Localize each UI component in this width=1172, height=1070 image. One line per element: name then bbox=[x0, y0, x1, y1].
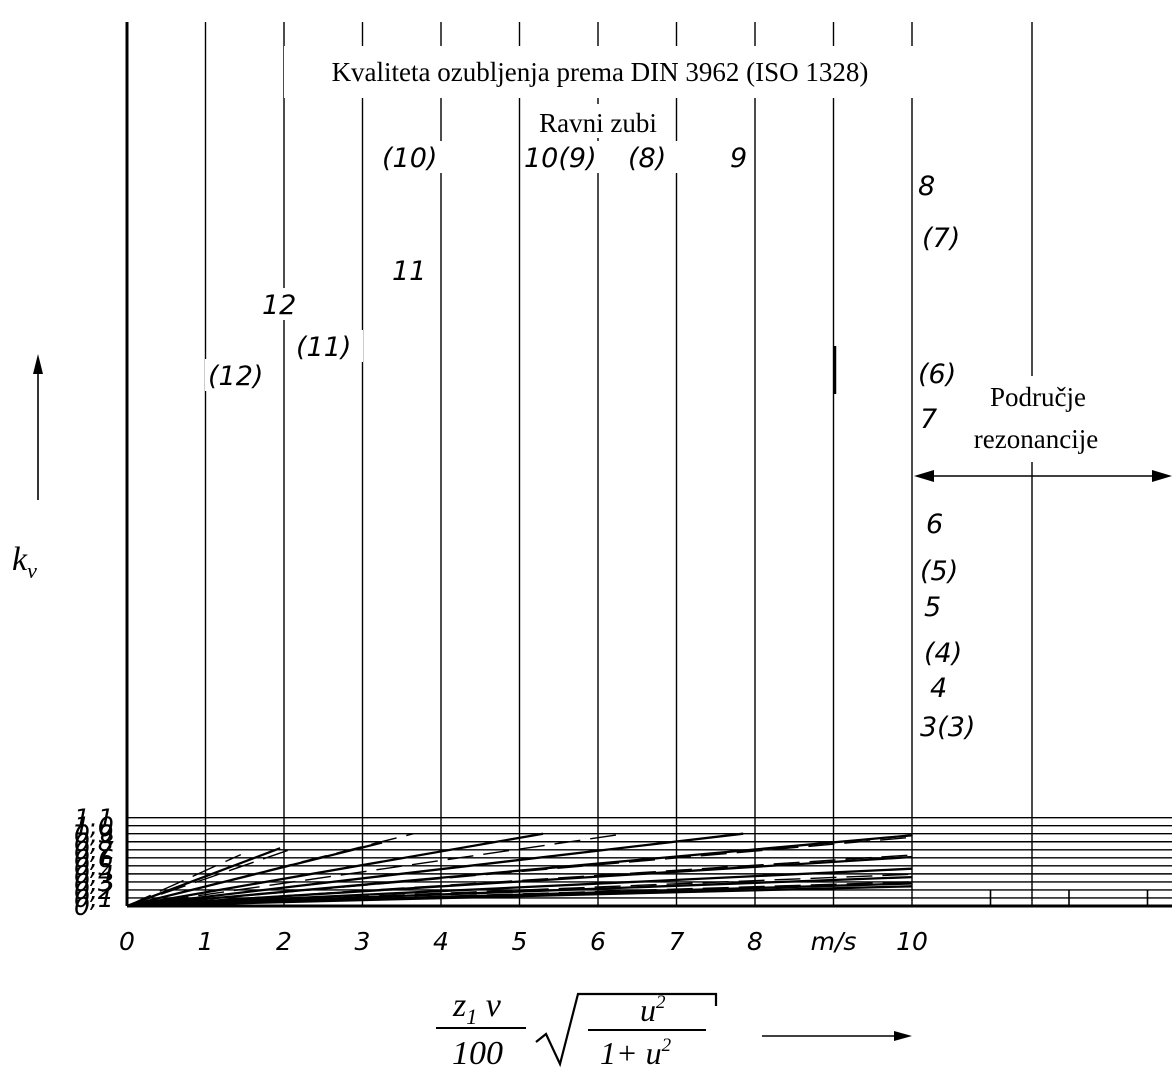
y-tick-label-9: 0,9 bbox=[74, 820, 114, 849]
chart-subtitle: Ravni zubi bbox=[539, 108, 657, 138]
curve-label-bg-0 bbox=[917, 710, 987, 742]
curve-label-bg-14 bbox=[389, 254, 427, 286]
series-line-15 bbox=[126, 848, 293, 907]
curve-label-8: (7) bbox=[922, 223, 960, 254]
curve-label-bg-12 bbox=[521, 141, 607, 173]
series-line-14 bbox=[126, 841, 383, 908]
curve-label-4: (5) bbox=[920, 556, 958, 587]
curve-label-0: 3(3) bbox=[920, 712, 975, 743]
series-line-11 bbox=[126, 833, 626, 907]
curve-label-9: 8 bbox=[918, 171, 935, 202]
curve-label-1: 4 bbox=[930, 673, 947, 704]
y-tick-label-4: 0,4 bbox=[74, 860, 114, 889]
curve-label-bg-13 bbox=[379, 141, 449, 173]
resonance-label-line2: rezonancije bbox=[974, 424, 1098, 454]
tick-labels: 00,10,20,30,40,50,60,70,80,91,01.1 0 1 2 3 4 5… bbox=[74, 804, 928, 956]
resonance-label-line1: Područje bbox=[990, 382, 1086, 412]
formula-root-numerator: u2 bbox=[640, 992, 666, 1028]
formula-denominator: 100 bbox=[452, 1035, 503, 1070]
x-tick-label-1: 1 bbox=[198, 927, 214, 956]
curve-label-bg-5 bbox=[923, 507, 945, 539]
x-axis-formula: z1 v 100 u2 1+ u2 bbox=[436, 987, 912, 1070]
x-unit-label: m/s bbox=[811, 927, 857, 956]
y-tick-label-2: 0,2 bbox=[74, 876, 114, 905]
resonance-arrow-left-head bbox=[914, 470, 934, 482]
series-line-12 bbox=[126, 832, 544, 908]
curve-label-12: 10(9) bbox=[524, 143, 597, 174]
x-tick-label-0: 0 bbox=[119, 927, 135, 956]
curve-label-bg-16 bbox=[259, 288, 297, 320]
subtitle-box bbox=[525, 104, 673, 138]
resonance-arrow-right-head bbox=[1152, 470, 1172, 482]
curve-label-5: 6 bbox=[926, 509, 943, 540]
series-line-16 bbox=[126, 847, 281, 908]
x-tick-label-9: 10 bbox=[896, 927, 928, 956]
y-tick-label-1: 0,1 bbox=[74, 884, 114, 913]
formula-root-denominator: 1+ u2 bbox=[600, 1035, 672, 1070]
series-line-17 bbox=[126, 853, 242, 907]
curve-label-bg-9 bbox=[915, 169, 937, 201]
curve-label-11: (8) bbox=[628, 143, 666, 174]
y-tick-label-3: 0,3 bbox=[74, 868, 114, 897]
curve-label-16: 12 bbox=[262, 290, 296, 321]
x-tick-label-7: 7 bbox=[669, 927, 685, 956]
curve-label-bg-17 bbox=[205, 359, 275, 391]
x-tick-label-8: 8 bbox=[747, 927, 763, 956]
curve-label-bg-6 bbox=[917, 402, 939, 434]
curve-label-15: (11) bbox=[296, 332, 351, 363]
curve-label-bg-7 bbox=[915, 357, 969, 389]
y-tick-label-0: 0 bbox=[74, 892, 90, 921]
curve-label-14: 11 bbox=[392, 256, 426, 287]
series-line-10 bbox=[126, 832, 744, 908]
y-axis-label: kv bbox=[12, 541, 37, 583]
curve-label-13: (10) bbox=[382, 143, 437, 174]
resonance-box bbox=[950, 376, 1128, 462]
curve-label-bg-11 bbox=[625, 141, 679, 173]
axes bbox=[125, 22, 1172, 908]
curve-label-bg-2 bbox=[921, 636, 975, 668]
series-line-5 bbox=[126, 867, 913, 908]
formula-sqrt-sign bbox=[535, 992, 718, 1068]
curve-label-3: 5 bbox=[924, 592, 941, 623]
curve-label-bg-1 bbox=[927, 671, 949, 703]
curve-label-bg-8 bbox=[919, 221, 973, 253]
curve-label-2: (4) bbox=[924, 638, 962, 669]
y-tick-label-6: 0,6 bbox=[74, 844, 114, 873]
curve-label-10: 9 bbox=[730, 143, 747, 174]
y-tick-label-7: 0,7 bbox=[74, 836, 114, 865]
x-tick-label-4: 4 bbox=[433, 927, 449, 956]
curve-label-bg-10 bbox=[727, 141, 749, 173]
curve-label-7: (6) bbox=[918, 359, 956, 390]
series-line-9 bbox=[126, 834, 913, 908]
y-tick-label-10: 1,0 bbox=[74, 812, 114, 841]
y-tick-label-5: 0,5 bbox=[74, 852, 114, 881]
y-tick-label-11: 1.1 bbox=[74, 804, 114, 833]
x-tick-label-3: 3 bbox=[355, 927, 371, 956]
chart-title: Kvaliteta ozubljenja prema DIN 3962 (ISO… bbox=[332, 57, 869, 87]
curve-label-bg-3 bbox=[921, 590, 943, 622]
x-tick-label-5: 5 bbox=[512, 927, 528, 956]
x-tick-label-6: 6 bbox=[590, 927, 606, 956]
x-tick-label-2: 2 bbox=[276, 927, 292, 956]
title-box bbox=[284, 46, 915, 98]
formula-numerator: z1 v bbox=[452, 987, 502, 1029]
curve-labels: 3(3) 4 (4) 5 (5) 6 7 (6) (7) 8 9 (8) 10(9) (10) 11 (11)… bbox=[205, 141, 987, 743]
curve-label-bg-15 bbox=[293, 330, 363, 362]
curve-label-17: (12) bbox=[208, 361, 263, 392]
y-axis-arrow-head bbox=[33, 354, 43, 374]
curve-label-bg-4 bbox=[917, 554, 971, 586]
series-group bbox=[126, 832, 913, 908]
x-axis-arrow-head bbox=[894, 1031, 912, 1041]
series-line-7 bbox=[126, 854, 913, 907]
y-tick-label-8: 0,8 bbox=[74, 828, 114, 857]
curve-label-6: 7 bbox=[920, 404, 937, 435]
